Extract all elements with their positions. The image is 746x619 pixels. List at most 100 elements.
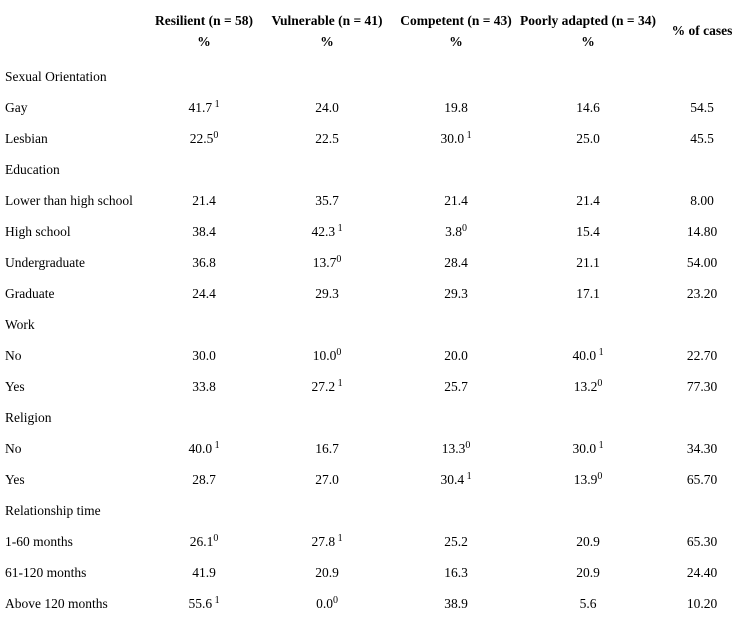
significance-superscript: 1 <box>335 533 343 544</box>
value-cell: 42.3 1 <box>260 216 394 247</box>
value-cell: 10.00 <box>260 340 394 371</box>
table-row: No 40.0 1 16.7 13.30 30.0 1 34.30 <box>0 433 746 464</box>
percent-value: 14.6 <box>576 99 600 115</box>
value-cell: 33.8 <box>148 371 260 402</box>
value-cell: 28.4 <box>394 247 518 278</box>
value-cell: 40.0 1 <box>518 340 658 371</box>
percent-value: 40.0 <box>572 347 597 363</box>
value-cell: 3.80 <box>394 216 518 247</box>
value-cell: 41.9 <box>148 557 260 588</box>
table-row: Gay 41.7 1 24.0 19.8 14.6 54.5 <box>0 92 746 123</box>
significance-superscript: 1 <box>596 440 604 451</box>
percent-value: 30.0 <box>440 130 465 146</box>
section-label: Work <box>5 316 35 332</box>
percent-value: 55.6 <box>188 595 213 611</box>
percent-value: 27.2 <box>311 378 336 394</box>
value-cell: 20.9 <box>260 557 394 588</box>
row-label: Yes <box>5 378 25 394</box>
significance-superscript: 1 <box>335 378 343 389</box>
cases-value-cell: 8.00 <box>690 192 714 208</box>
row-label: High school <box>5 223 71 239</box>
table-row: Graduate 24.4 29.3 29.3 17.1 23.20 <box>0 278 746 309</box>
value-cell: 41.7 1 <box>148 92 260 123</box>
percent-value: 20.9 <box>576 564 600 580</box>
table-row: Lesbian 22.50 22.5 30.0 1 25.0 45.5 <box>0 123 746 154</box>
value-cell: 30.4 1 <box>394 464 518 495</box>
significance-superscript: 1 <box>212 99 220 110</box>
percent-value: 16.7 <box>315 440 339 456</box>
value-cell: 16.3 <box>394 557 518 588</box>
percent-value: 28.7 <box>192 471 216 487</box>
cases-value-cell: 54.00 <box>686 254 718 270</box>
percent-value: 35.7 <box>315 192 339 208</box>
section-row: Work <box>0 309 746 340</box>
percent-value: 29.3 <box>444 285 468 301</box>
value-cell: 55.6 1 <box>148 588 260 619</box>
percent-value: 42.3 <box>311 223 336 239</box>
cases-value-cell: 14.80 <box>686 223 718 239</box>
significance-superscript: 0 <box>332 595 338 606</box>
value-cell: 27.8 1 <box>260 526 394 557</box>
value-cell: 13.70 <box>260 247 394 278</box>
value-cell: 30.0 1 <box>394 123 518 154</box>
percent-value: 25.2 <box>444 533 468 549</box>
cases-value-cell: 54.5 <box>690 99 714 115</box>
value-cell: 20.9 <box>518 557 658 588</box>
percent-value: 21.4 <box>192 192 216 208</box>
percent-value: 5.6 <box>579 595 597 611</box>
value-cell: 26.10 <box>148 526 260 557</box>
unit-label-resilient: % <box>197 34 211 49</box>
column-header-percent-of-cases: % of cases <box>671 22 733 38</box>
section-label: Sexual Orientation <box>5 68 107 84</box>
section-label: Education <box>5 161 60 177</box>
cases-value-cell: 45.5 <box>690 130 714 146</box>
percent-value: 13.3 <box>441 440 466 456</box>
percent-value: 20.9 <box>315 564 339 580</box>
percent-value: 41.7 <box>188 99 213 115</box>
percent-value: 21.4 <box>576 192 600 208</box>
row-label: No <box>5 440 22 456</box>
value-cell: 29.3 <box>260 278 394 309</box>
cases-value-cell: 77.30 <box>686 378 718 394</box>
percent-value: 30.0 <box>192 347 216 363</box>
value-cell: 13.30 <box>394 433 518 464</box>
percent-value: 24.4 <box>192 285 216 301</box>
percent-value: 20.0 <box>444 347 468 363</box>
section-row: Sexual Orientation <box>0 61 746 92</box>
table-row: No 30.0 10.00 20.0 40.0 1 22.70 <box>0 340 746 371</box>
table-row: 61-120 months 41.9 20.9 16.3 20.9 24.40 <box>0 557 746 588</box>
percent-value: 26.1 <box>189 533 214 549</box>
value-cell: 20.9 <box>518 526 658 557</box>
percent-value: 24.0 <box>315 99 339 115</box>
significance-superscript: 1 <box>596 347 604 358</box>
value-cell: 38.4 <box>148 216 260 247</box>
unit-label-poorly-adapted: % <box>581 34 595 49</box>
section-label: Religion <box>5 409 52 425</box>
percent-value: 41.9 <box>192 564 216 580</box>
unit-label-competent: % <box>449 34 463 49</box>
percent-value: 22.5 <box>315 130 339 146</box>
table-row: Above 120 months 55.6 1 0.00 38.9 5.6 10.20 <box>0 588 746 619</box>
cases-value-cell: 23.20 <box>686 285 718 301</box>
value-cell: 29.3 <box>394 278 518 309</box>
cases-value-cell: 65.70 <box>686 471 718 487</box>
table-body: Sexual Orientation Gay 41.7 1 24.0 19.8 14.6 5… <box>0 61 746 619</box>
percent-value: 25.7 <box>444 378 468 394</box>
percent-value: 3.8 <box>445 223 462 239</box>
row-label: Undergraduate <box>5 254 85 270</box>
row-label: 61-120 months <box>5 564 87 580</box>
percent-value: 21.4 <box>444 192 468 208</box>
percent-value: 38.9 <box>444 595 468 611</box>
section-row: Education <box>0 154 746 185</box>
value-cell: 22.5 <box>260 123 394 154</box>
significance-superscript: 1 <box>212 440 220 451</box>
significance-superscript: 0 <box>465 440 471 451</box>
percent-value: 15.4 <box>576 223 600 239</box>
row-label: Lesbian <box>5 130 48 146</box>
table-header: Resilient (n = 58) Vulnerable (n = 41) C… <box>0 0 746 61</box>
value-cell: 20.0 <box>394 340 518 371</box>
row-label: Gay <box>5 99 28 115</box>
column-header-poorly-adapted: Poorly adapted (n = 34) <box>520 13 656 28</box>
corner-cell <box>0 0 148 30</box>
section-row: Relationship time <box>0 495 746 526</box>
